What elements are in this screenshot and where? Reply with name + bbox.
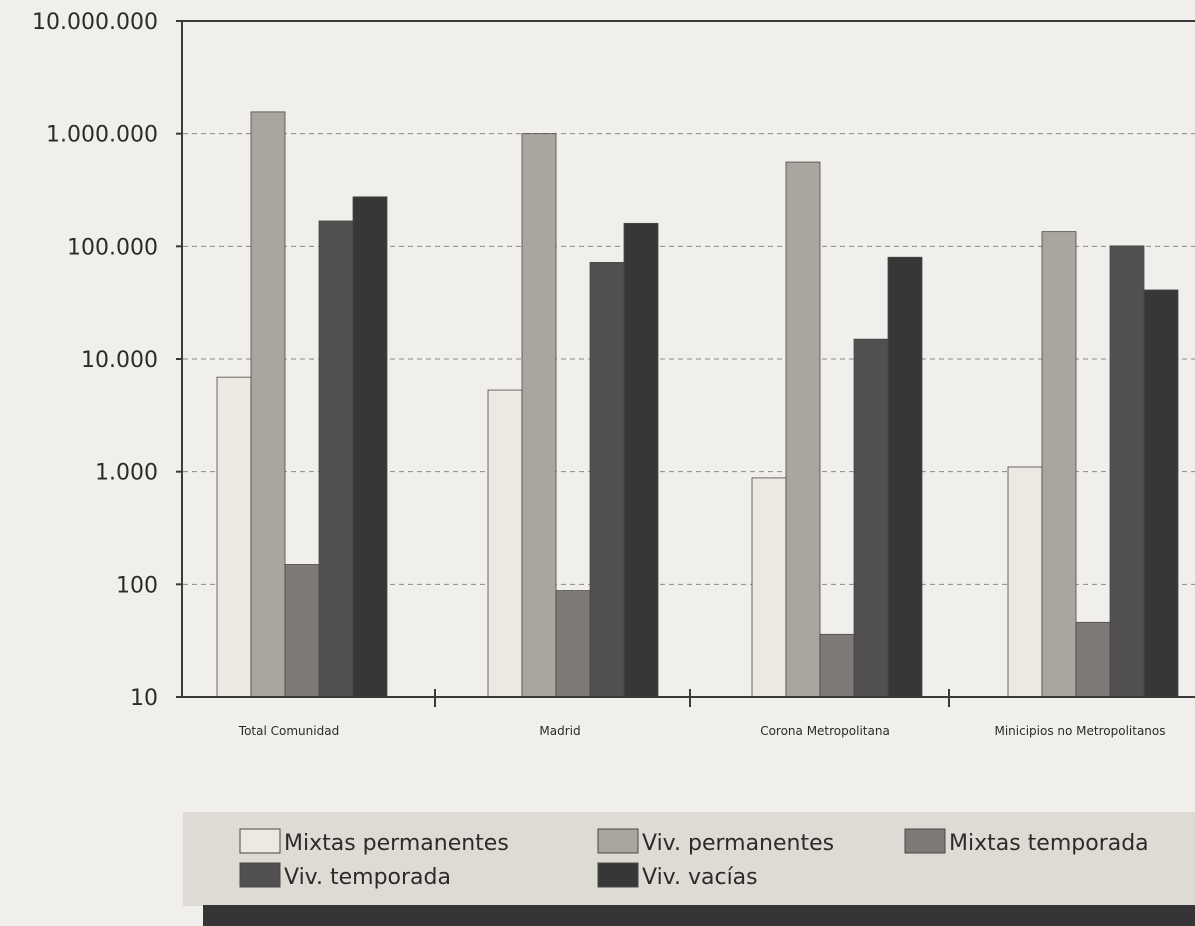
legend-swatch [239, 862, 281, 888]
x-category-label: Minicipios no Metropolitanos [994, 724, 1165, 738]
bar [589, 262, 625, 698]
legend-swatch [239, 828, 281, 854]
legend-label: Mixtas permanentes [284, 831, 509, 856]
bar [555, 590, 591, 698]
y-tick-label: 100 [116, 573, 158, 598]
bar [216, 376, 252, 698]
bar [318, 220, 354, 698]
bar [887, 256, 923, 698]
bar [1143, 289, 1179, 698]
x-axis-category-labels: Total Comunidad Madrid Corona Metropolitan… [238, 689, 1166, 738]
bar [819, 633, 855, 698]
legend: Mixtas permanentes Viv. permanentes Mixtas… [239, 828, 1149, 890]
bar [1109, 245, 1145, 698]
bar [1075, 621, 1111, 698]
bars [216, 111, 1179, 698]
footer-bar [203, 905, 1195, 926]
bar [623, 222, 659, 698]
y-tick-label: 1.000 [95, 461, 158, 486]
legend-label: Viv. permanentes [642, 831, 834, 856]
x-category-label: Corona Metropolitana [760, 724, 890, 738]
y-tick-label: 10.000.000 [32, 10, 158, 35]
x-category-label: Total Comunidad [238, 724, 339, 738]
grid-lines [183, 133, 1195, 585]
bar [853, 338, 889, 698]
legend-label: Viv. temporada [284, 865, 451, 890]
legend-label: Viv. vacías [642, 865, 758, 890]
y-axis-tick-labels: 10.000.000 1.000.000 100.000 10.000 1.000 100… [32, 10, 182, 711]
bar [1007, 466, 1043, 698]
bar [250, 111, 286, 698]
bar [521, 133, 557, 698]
bar [284, 564, 320, 698]
legend-swatch [597, 862, 639, 888]
y-tick-label: 10.000 [81, 348, 158, 373]
bar [1041, 231, 1077, 698]
legend-swatch [597, 828, 639, 854]
legend-label: Mixtas temporada [949, 831, 1149, 856]
x-category-label: Madrid [539, 724, 580, 738]
y-tick-label: 1.000.000 [46, 123, 158, 148]
legend-swatch [904, 828, 946, 854]
y-tick-label: 100.000 [67, 235, 158, 260]
legend-background [183, 812, 1195, 906]
bar [352, 196, 388, 698]
bar [487, 389, 523, 698]
y-tick-label: 10 [130, 686, 158, 711]
bar [785, 161, 821, 698]
bar [751, 477, 787, 698]
